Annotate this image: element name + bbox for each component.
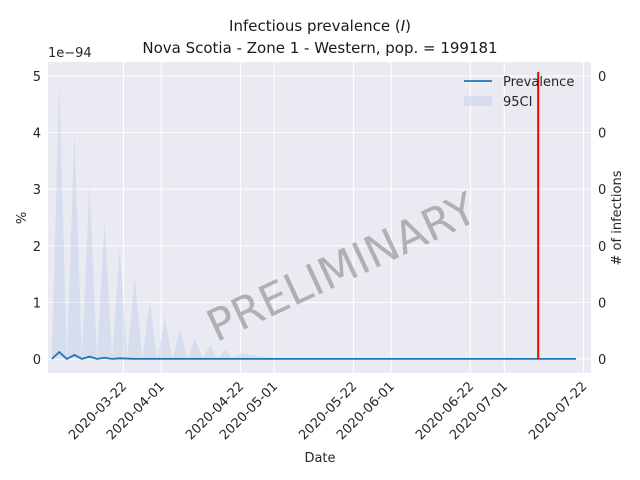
y-tick-label: 3 xyxy=(33,183,41,198)
x-axis-label: Date xyxy=(304,451,335,466)
y2-axis-label: # of infections xyxy=(610,170,625,265)
y-ticks: 0 1 2 3 4 5 xyxy=(33,70,41,368)
y-tick-label: 0 xyxy=(33,353,41,368)
series-line-layer xyxy=(51,350,576,360)
plot-background xyxy=(48,62,591,373)
legend: Prevalence 95CI xyxy=(464,75,574,110)
legend-95ci-label: 95CI xyxy=(503,95,532,110)
ci-band xyxy=(51,81,576,359)
y2-tick-label: 0 xyxy=(598,127,606,142)
legend-prevalence-label: Prevalence xyxy=(503,75,574,90)
grid xyxy=(48,62,591,373)
y-axis-label: % xyxy=(15,212,30,224)
y-offset-label: 1e−94 xyxy=(48,46,92,61)
y2-tick-label: 0 xyxy=(598,296,606,311)
prevalence-line xyxy=(51,350,576,360)
y2-tick-label: 0 xyxy=(598,353,606,368)
y-tick-label: 5 xyxy=(33,70,41,85)
chart-title-prefix: Infectious prevalence ( xyxy=(229,17,401,35)
y2-tick-label: 0 xyxy=(598,70,606,85)
legend-95ci-swatch xyxy=(464,96,492,106)
x-tick-label: 2020-07-22 xyxy=(526,379,590,443)
chart-title-var: I xyxy=(401,17,406,35)
y2-tick-label: 0 xyxy=(598,183,606,198)
chart-subtitle: Nova Scotia - Zone 1 - Western, pop. = 1… xyxy=(142,39,497,57)
y2-ticks: 0 0 0 0 0 0 xyxy=(598,70,606,368)
y-tick-label: 1 xyxy=(33,296,41,311)
y-tick-label: 2 xyxy=(33,240,41,255)
ci-band-layer xyxy=(51,81,576,359)
y2-tick-label: 0 xyxy=(598,240,606,255)
y-tick-label: 4 xyxy=(33,127,41,142)
chart-title: Infectious prevalence (I) xyxy=(229,17,411,35)
chart-title-suffix: ) xyxy=(405,17,411,35)
